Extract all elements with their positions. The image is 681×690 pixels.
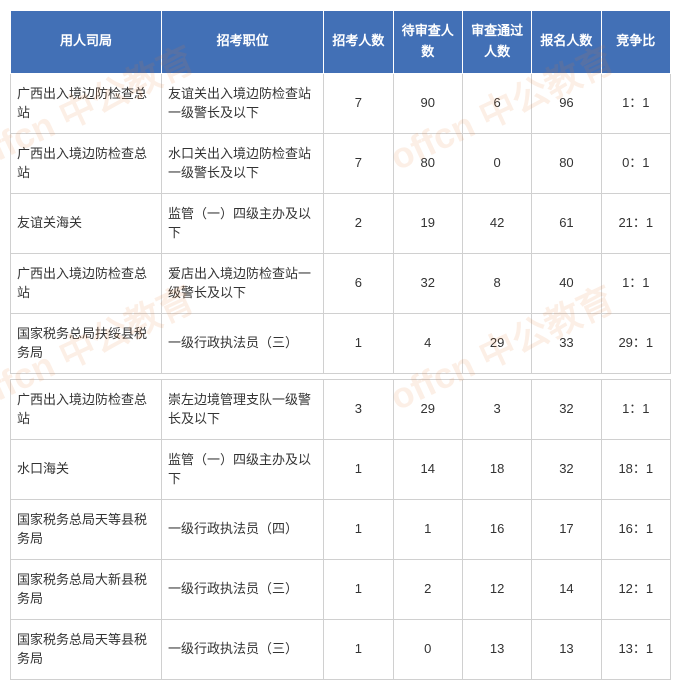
cell-recruit: 2: [324, 193, 393, 253]
table-row: 广西出入境边防检查总站水口关出入境边防检查站一级警长及以下7800800：1: [11, 133, 671, 193]
cell-recruit: 1: [324, 439, 393, 499]
cell-ratio: 21：1: [601, 193, 670, 253]
cell-pending: 2: [393, 559, 462, 619]
cell-applied: 17: [532, 499, 601, 559]
cell-position: 一级行政执法员（三）: [162, 559, 324, 619]
cell-pending: 1: [393, 499, 462, 559]
header-passed: 审查通过人数: [462, 11, 531, 74]
cell-pending: 32: [393, 253, 462, 313]
cell-pending: 90: [393, 73, 462, 133]
cell-passed: 42: [462, 193, 531, 253]
cell-passed: 16: [462, 499, 531, 559]
cell-position: 一级行政执法员（三）: [162, 313, 324, 373]
cell-passed: 3: [462, 379, 531, 439]
cell-passed: 18: [462, 439, 531, 499]
cell-position: 水口关出入境边防检查站一级警长及以下: [162, 133, 324, 193]
header-applied: 报名人数: [532, 11, 601, 74]
cell-ratio: 16：1: [601, 499, 670, 559]
cell-applied: 32: [532, 379, 601, 439]
cell-recruit: 7: [324, 73, 393, 133]
cell-applied: 33: [532, 313, 601, 373]
table-row: 国家税务总局天等县税务局一级行政执法员（四）11161716：1: [11, 499, 671, 559]
table-row: 广西出入境边防检查总站崇左边境管理支队一级警长及以下3293321：1: [11, 379, 671, 439]
header-pending: 待审查人数: [393, 11, 462, 74]
cell-recruit: 1: [324, 313, 393, 373]
cell-recruit: 1: [324, 559, 393, 619]
cell-position: 崇左边境管理支队一级警长及以下: [162, 379, 324, 439]
cell-passed: 13: [462, 619, 531, 679]
cell-pending: 29: [393, 379, 462, 439]
cell-position: 一级行政执法员（四）: [162, 499, 324, 559]
cell-dept: 友谊关海关: [11, 193, 162, 253]
cell-dept: 广西出入境边防检查总站: [11, 73, 162, 133]
header-ratio: 竞争比: [601, 11, 670, 74]
cell-pending: 14: [393, 439, 462, 499]
cell-passed: 0: [462, 133, 531, 193]
cell-pending: 4: [393, 313, 462, 373]
table-row: 水口海关监管（一）四级主办及以下114183218：1: [11, 439, 671, 499]
table-row: 国家税务总局天等县税务局一级行政执法员（三）10131313：1: [11, 619, 671, 679]
table-container: 用人司局 招考职位 招考人数 待审查人数 审查通过人数 报名人数 竞争比 广西出…: [10, 10, 671, 680]
cell-dept: 水口海关: [11, 439, 162, 499]
cell-passed: 29: [462, 313, 531, 373]
cell-recruit: 3: [324, 379, 393, 439]
cell-ratio: 1：1: [601, 253, 670, 313]
cell-passed: 12: [462, 559, 531, 619]
cell-applied: 14: [532, 559, 601, 619]
cell-applied: 80: [532, 133, 601, 193]
recruitment-table: 用人司局 招考职位 招考人数 待审查人数 审查通过人数 报名人数 竞争比 广西出…: [10, 10, 671, 680]
cell-ratio: 0：1: [601, 133, 670, 193]
table-row: 广西出入境边防检查总站爱店出入境边防检查站一级警长及以下6328401：1: [11, 253, 671, 313]
cell-dept: 国家税务总局天等县税务局: [11, 619, 162, 679]
table-row: 广西出入境边防检查总站友谊关出入境边防检查站一级警长及以下7906961：1: [11, 73, 671, 133]
cell-position: 爱店出入境边防检查站一级警长及以下: [162, 253, 324, 313]
cell-ratio: 18：1: [601, 439, 670, 499]
cell-dept: 广西出入境边防检查总站: [11, 253, 162, 313]
cell-position: 监管（一）四级主办及以下: [162, 439, 324, 499]
cell-recruit: 7: [324, 133, 393, 193]
cell-position: 友谊关出入境边防检查站一级警长及以下: [162, 73, 324, 133]
cell-applied: 13: [532, 619, 601, 679]
table-body: 广西出入境边防检查总站友谊关出入境边防检查站一级警长及以下7906961：1广西…: [11, 73, 671, 679]
cell-passed: 8: [462, 253, 531, 313]
table-row: 国家税务总局大新县税务局一级行政执法员（三）12121412：1: [11, 559, 671, 619]
cell-ratio: 29：1: [601, 313, 670, 373]
table-header: 用人司局 招考职位 招考人数 待审查人数 审查通过人数 报名人数 竞争比: [11, 11, 671, 74]
header-dept: 用人司局: [11, 11, 162, 74]
cell-ratio: 13：1: [601, 619, 670, 679]
cell-applied: 40: [532, 253, 601, 313]
table-row: 友谊关海关监管（一）四级主办及以下219426121：1: [11, 193, 671, 253]
cell-passed: 6: [462, 73, 531, 133]
cell-applied: 61: [532, 193, 601, 253]
cell-dept: 国家税务总局天等县税务局: [11, 499, 162, 559]
cell-recruit: 6: [324, 253, 393, 313]
cell-pending: 19: [393, 193, 462, 253]
cell-pending: 80: [393, 133, 462, 193]
table-row: 国家税务总局扶绥县税务局一级行政执法员（三）14293329：1: [11, 313, 671, 373]
cell-ratio: 1：1: [601, 379, 670, 439]
cell-recruit: 1: [324, 619, 393, 679]
cell-applied: 32: [532, 439, 601, 499]
cell-applied: 96: [532, 73, 601, 133]
cell-ratio: 12：1: [601, 559, 670, 619]
cell-position: 监管（一）四级主办及以下: [162, 193, 324, 253]
header-recruit: 招考人数: [324, 11, 393, 74]
cell-recruit: 1: [324, 499, 393, 559]
cell-position: 一级行政执法员（三）: [162, 619, 324, 679]
cell-dept: 广西出入境边防检查总站: [11, 379, 162, 439]
cell-dept: 国家税务总局扶绥县税务局: [11, 313, 162, 373]
cell-pending: 0: [393, 619, 462, 679]
header-position: 招考职位: [162, 11, 324, 74]
cell-dept: 广西出入境边防检查总站: [11, 133, 162, 193]
cell-ratio: 1：1: [601, 73, 670, 133]
cell-dept: 国家税务总局大新县税务局: [11, 559, 162, 619]
